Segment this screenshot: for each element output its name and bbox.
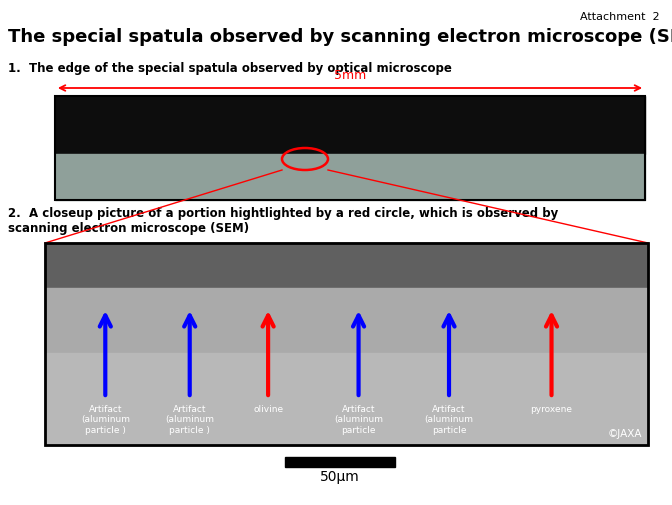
Bar: [45, 353, 648, 445]
Text: ©JAXA: ©JAXA: [607, 429, 642, 439]
Text: Artifact
(aluminum
particle ): Artifact (aluminum particle ): [165, 405, 214, 435]
Bar: [55, 96, 645, 200]
Bar: [45, 243, 648, 445]
Bar: [55, 154, 645, 200]
Text: 2.  A closeup picture of a portion hightlighted by a red circle, which is observ: 2. A closeup picture of a portion hightl…: [8, 207, 558, 235]
Polygon shape: [55, 96, 85, 154]
Bar: [55, 96, 645, 154]
Bar: [285, 457, 395, 467]
Text: Artifact
(aluminum
particle: Artifact (aluminum particle: [334, 405, 383, 435]
Text: Artifact
(aluminum
particle ): Artifact (aluminum particle ): [81, 405, 130, 435]
Bar: [45, 243, 648, 288]
Bar: [45, 243, 648, 445]
Text: Artifact
(aluminum
particle: Artifact (aluminum particle: [425, 405, 474, 435]
Bar: [45, 288, 648, 353]
Text: Attachment  2: Attachment 2: [581, 12, 660, 22]
Text: 5mm: 5mm: [334, 69, 366, 82]
Text: The special spatula observed by scanning electron microscope (SEM): The special spatula observed by scanning…: [8, 28, 672, 46]
Text: 1.  The edge of the special spatula observed by optical microscope: 1. The edge of the special spatula obser…: [8, 62, 452, 75]
Text: olivine: olivine: [253, 405, 283, 414]
Text: pyroxene: pyroxene: [530, 405, 573, 414]
Text: 50μm: 50μm: [320, 470, 360, 484]
